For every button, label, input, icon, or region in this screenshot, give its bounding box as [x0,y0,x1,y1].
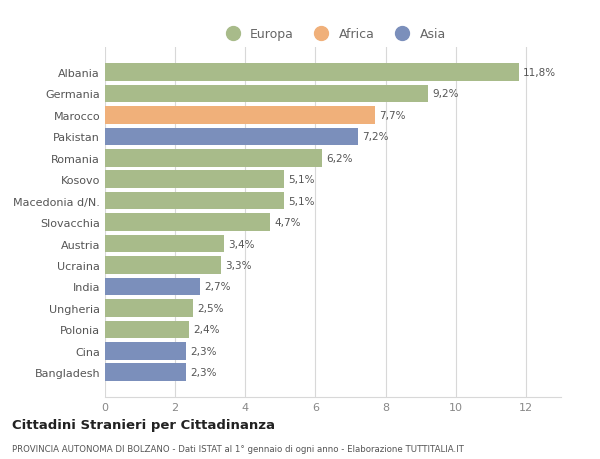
Bar [105,64,519,82]
Bar [105,342,185,360]
Text: 4,7%: 4,7% [274,218,301,228]
Text: Cittadini Stranieri per Cittadinanza: Cittadini Stranieri per Cittadinanza [12,418,275,431]
Text: 11,8%: 11,8% [523,68,556,78]
Text: 7,7%: 7,7% [379,111,406,121]
Bar [105,150,322,167]
Bar [105,364,185,381]
Text: PROVINCIA AUTONOMA DI BOLZANO - Dati ISTAT al 1° gennaio di ogni anno - Elaboraz: PROVINCIA AUTONOMA DI BOLZANO - Dati IST… [12,444,464,453]
Text: 2,3%: 2,3% [190,346,217,356]
Bar [105,299,193,317]
Bar [105,107,375,124]
Text: 2,7%: 2,7% [204,282,230,292]
Text: 6,2%: 6,2% [326,153,353,163]
Text: 2,4%: 2,4% [193,325,220,335]
Legend: Europa, Africa, Asia: Europa, Africa, Asia [215,23,451,46]
Bar [105,171,284,189]
Bar [105,321,189,338]
Text: 2,3%: 2,3% [190,367,217,377]
Text: 2,5%: 2,5% [197,303,223,313]
Text: 3,4%: 3,4% [229,239,255,249]
Text: 3,3%: 3,3% [225,260,251,270]
Bar [105,128,358,146]
Bar [105,278,200,296]
Text: 5,1%: 5,1% [288,175,314,185]
Bar [105,235,224,253]
Text: 9,2%: 9,2% [432,89,458,99]
Text: 5,1%: 5,1% [288,196,314,206]
Text: 7,2%: 7,2% [362,132,388,142]
Bar [105,85,428,103]
Bar [105,192,284,210]
Bar [105,214,270,231]
Bar [105,257,221,274]
